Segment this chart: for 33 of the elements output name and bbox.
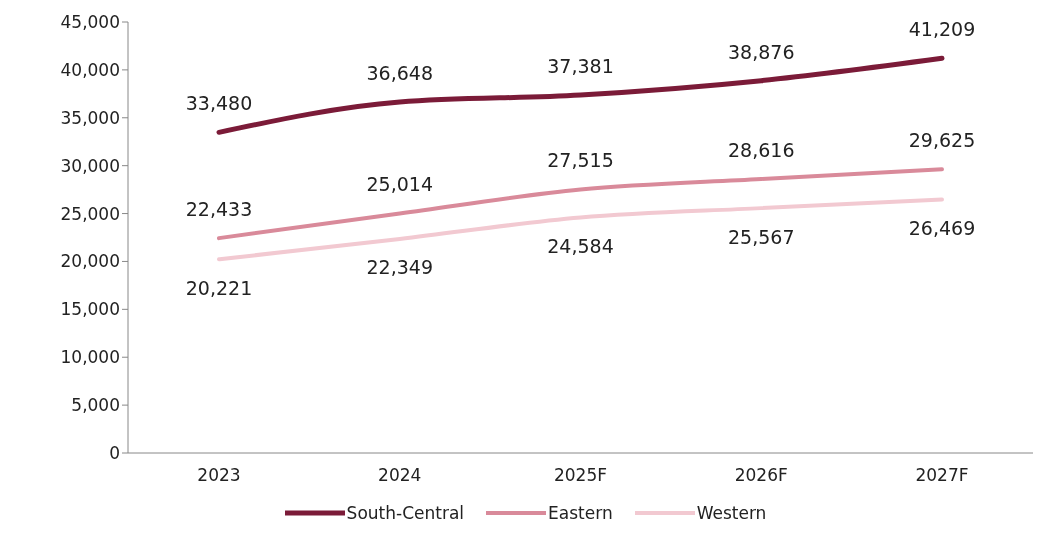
data-label: 28,616 (728, 138, 795, 161)
y-tick-label: 35,000 (60, 107, 120, 128)
y-tick-label: 25,000 (60, 203, 120, 224)
y-tick-label: 30,000 (60, 155, 120, 176)
data-label: 29,625 (908, 129, 976, 152)
data-label: 25,567 (728, 225, 795, 248)
data-label: 27,515 (547, 149, 614, 172)
data-label: 41,209 (908, 18, 976, 41)
y-tick-label: 45,000 (60, 12, 120, 33)
data-label: 33,480 (185, 92, 253, 115)
x-tick-label: 2023 (197, 465, 241, 486)
data-label: 24,584 (547, 235, 614, 258)
legend-label: Eastern (548, 503, 613, 523)
x-tick-label: 2026F (734, 465, 788, 486)
x-tick-label: 2024 (378, 465, 422, 486)
data-label: 36,648 (366, 61, 433, 84)
y-tick-label: 10,000 (60, 347, 120, 368)
x-tick-label: 2025F (553, 465, 608, 486)
data-label: 25,014 (366, 173, 433, 196)
x-tick-label: 2027F (915, 465, 969, 486)
y-tick-label: 20,000 (60, 251, 120, 272)
data-label: 37,381 (547, 54, 614, 77)
y-tick-label: 0 (109, 443, 120, 464)
data-label: 22,433 (185, 198, 253, 221)
data-label: 26,469 (908, 216, 976, 239)
y-tick-label: 40,000 (60, 59, 120, 80)
legend-label: Western (696, 503, 767, 523)
data-label: 20,221 (185, 276, 253, 299)
y-tick-label: 15,000 (60, 299, 120, 320)
data-label: 38,876 (728, 40, 795, 63)
y-tick-label: 5,000 (71, 395, 120, 416)
data-label: 22,349 (366, 256, 433, 279)
legend-label: South-Central (346, 503, 465, 523)
